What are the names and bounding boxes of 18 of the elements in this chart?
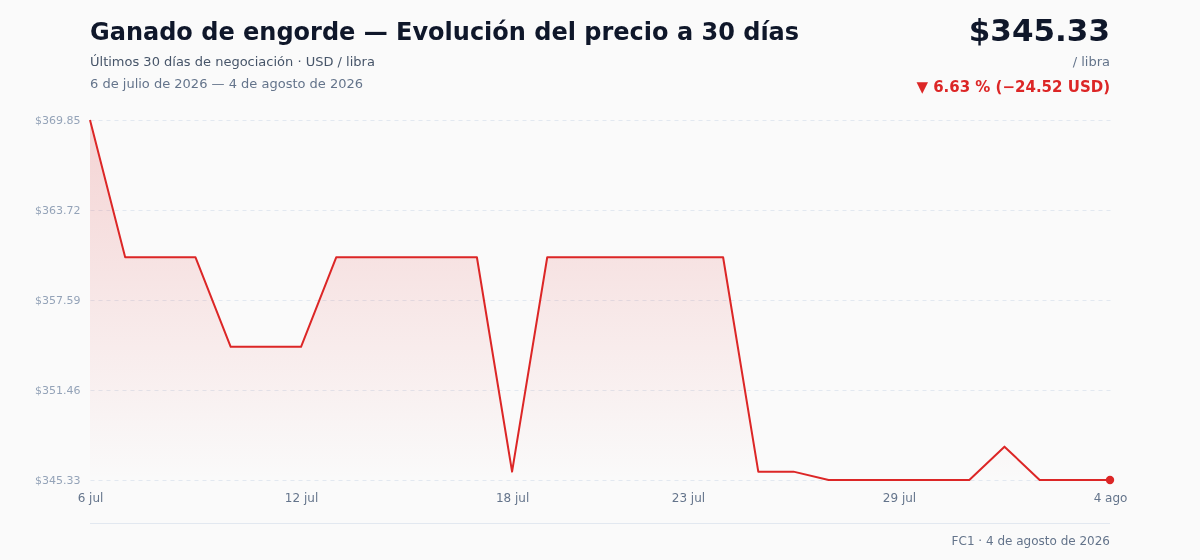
text: / libra: [1072, 54, 1110, 69]
x-tick-label: 23 jul: [671, 490, 706, 505]
x-tick-label: 18 jul: [495, 490, 530, 505]
chart-subtitle: Últimos 30 días de negociación · USD / libra: [90, 54, 375, 69]
y-tick-label: $363.72: [35, 203, 81, 217]
text: $345.33: [968, 12, 1110, 48]
y-tick-label: $357.59: [35, 293, 81, 307]
y-tick-label: $369.85: [35, 113, 81, 127]
x-tick-label: 29 jul: [882, 490, 917, 505]
text: ▼ 6.63 % (−24.52 USD): [916, 78, 1110, 96]
x-tick-label: 6 jul: [77, 490, 104, 505]
y-tick-label: $351.46: [35, 383, 81, 397]
y-tick-label: $345.33: [35, 473, 81, 487]
chart-title: Ganado de engorde — Evolución del precio a 30 días: [90, 18, 800, 46]
text: FC1 · 4 de agosto de 2026: [951, 534, 1110, 548]
text: 6 de julio de 2026 — 4 de agosto de 2026: [90, 76, 364, 91]
x-tick-label: 4 ago: [1093, 490, 1128, 505]
x-tick-label: 12 jul: [284, 490, 319, 505]
